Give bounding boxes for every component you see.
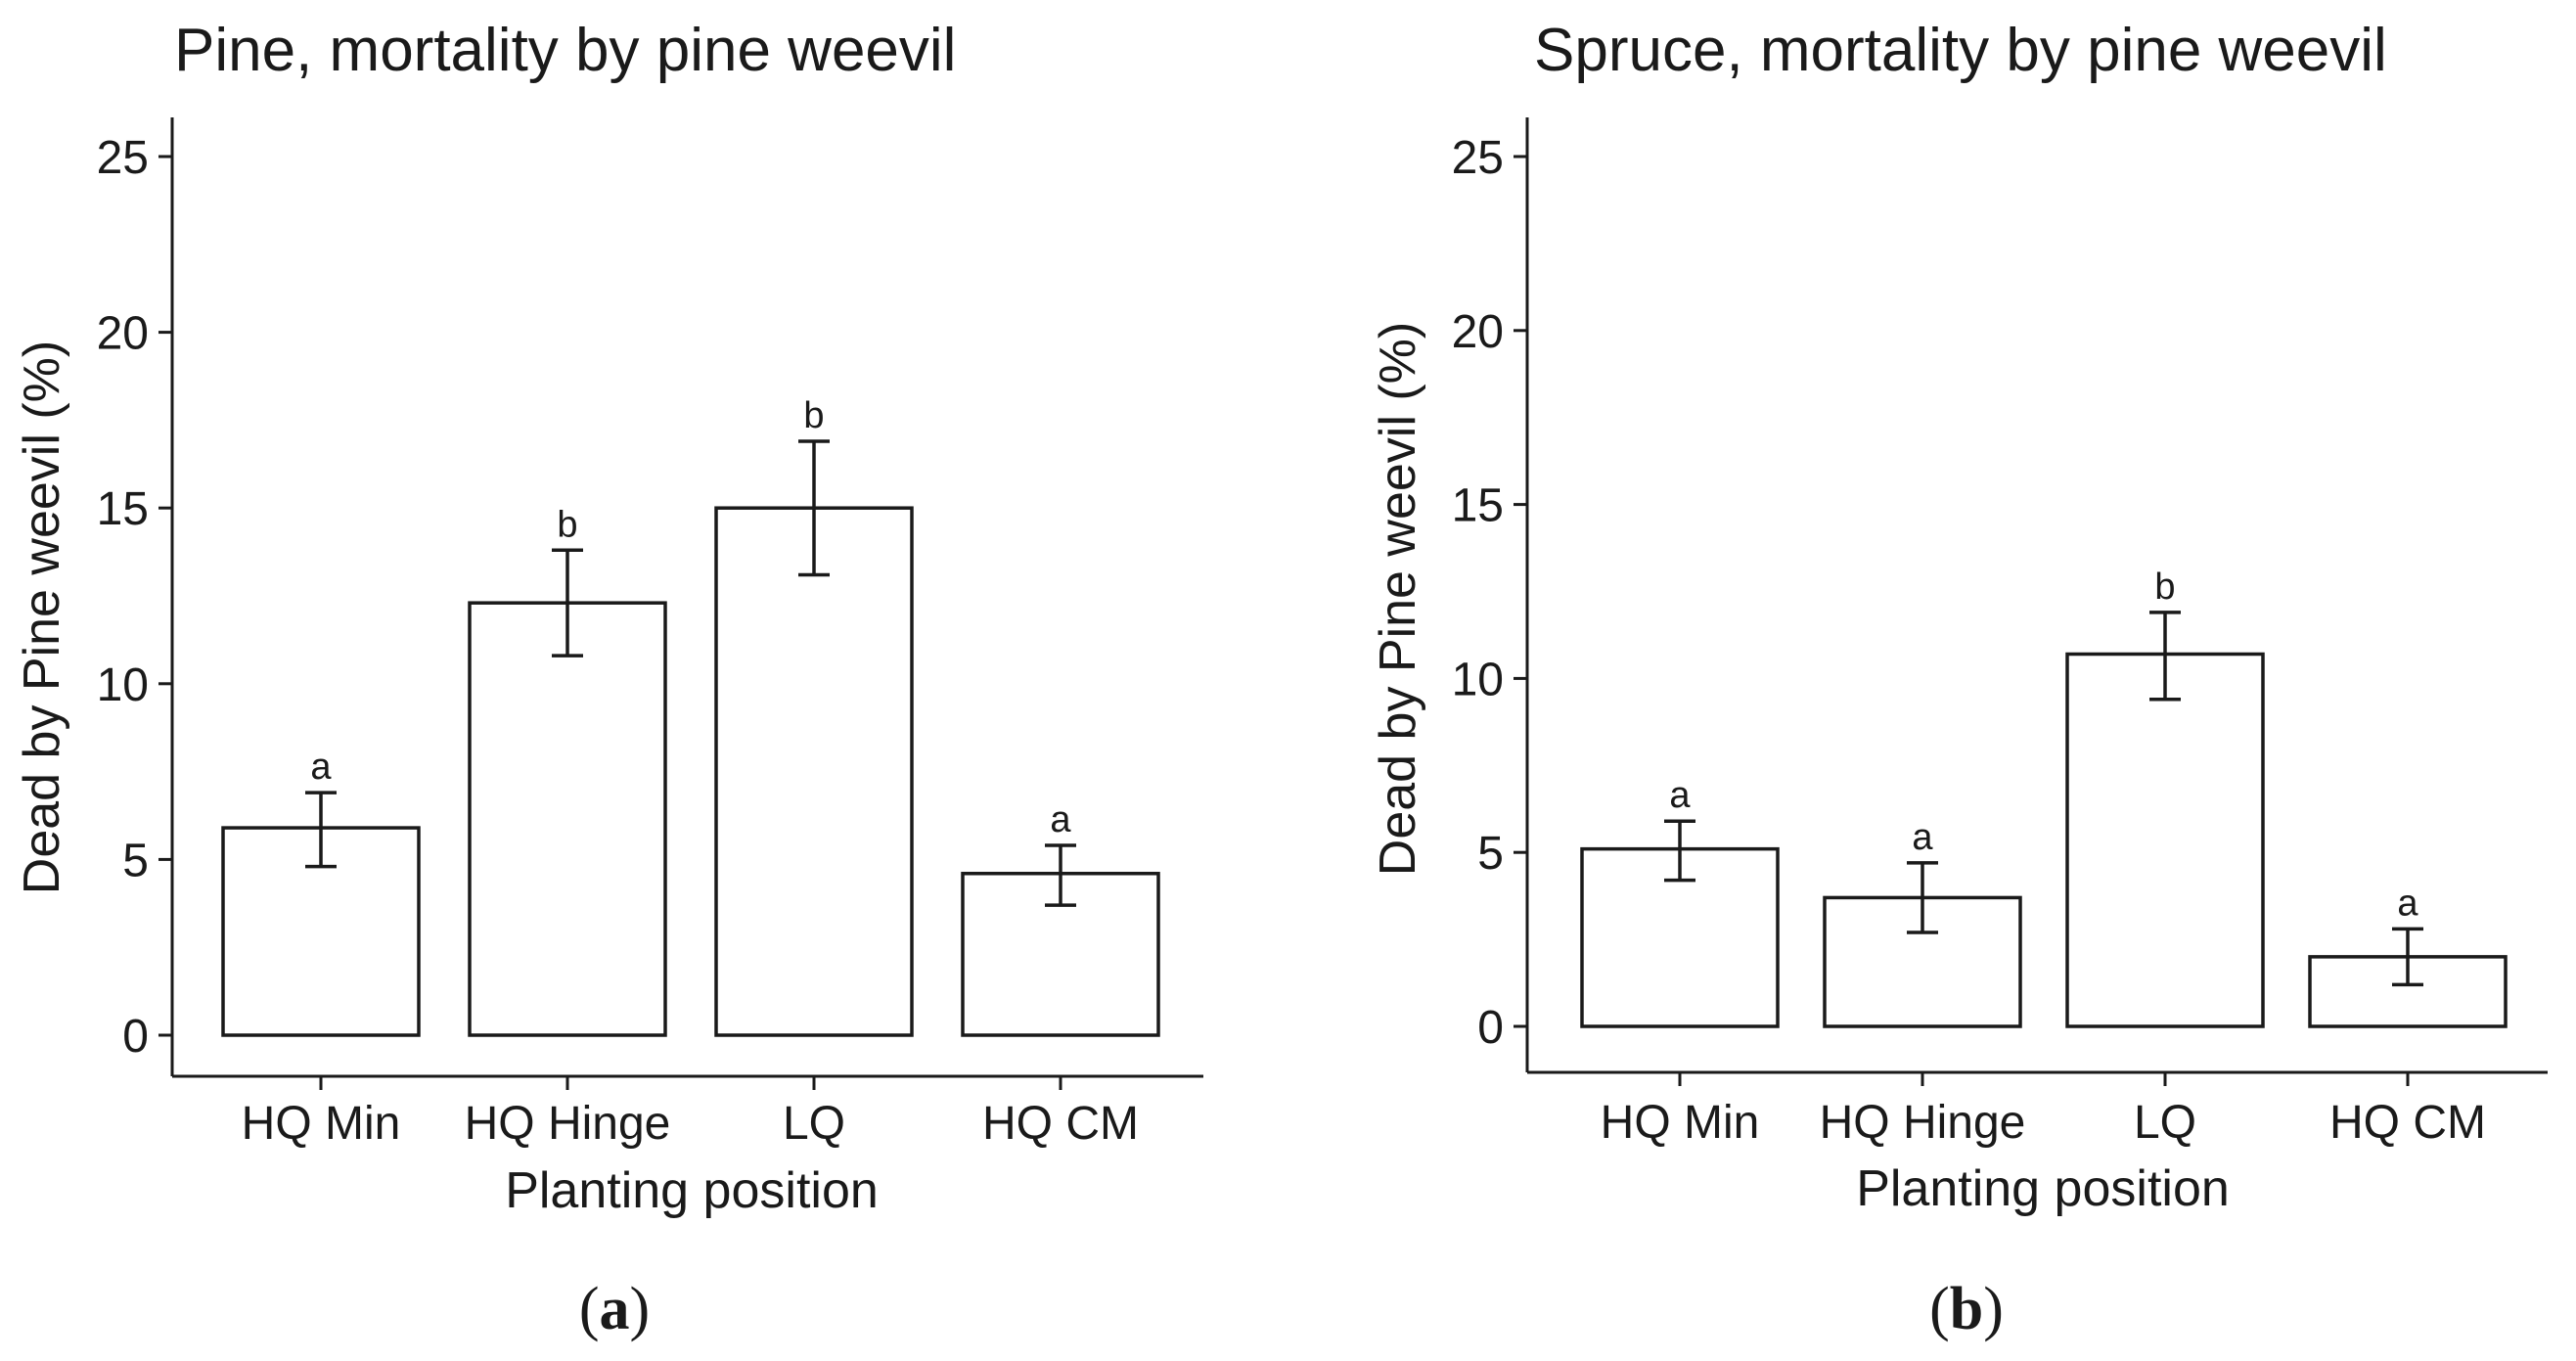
x-tick-label: HQ Hinge	[1820, 1097, 2026, 1149]
y-tick-label: 5	[1477, 828, 1504, 880]
y-tick-label: 15	[1452, 480, 1504, 532]
y-tick-label: 20	[1452, 306, 1504, 358]
chart-title: Pine, mortality by pine weevil	[174, 17, 956, 84]
plot-area: 0 5 10 15 20 25 a HQ Min b HQ Hinge b LQ a HQ CM	[97, 117, 1203, 1150]
significance-label: b	[557, 504, 577, 545]
y-tick-label: 10	[1452, 654, 1504, 705]
x-tick-label: HQ Min	[242, 1098, 401, 1150]
significance-label: b	[2154, 567, 2175, 608]
y-tick-label: 25	[97, 132, 149, 184]
significance-label: a	[1669, 775, 1691, 816]
significance-label: a	[1050, 799, 1071, 840]
y-tick-label: 15	[97, 483, 149, 535]
bar	[1823, 895, 2022, 1028]
plot-area: 0 5 10 15 20 25 a HQ Min a HQ Hinge b LQ a HQ CM	[1452, 117, 2548, 1149]
bar	[468, 601, 667, 1037]
significance-label: a	[1912, 817, 1933, 858]
x-tick-label: HQ CM	[2329, 1097, 2486, 1149]
y-tick-label: 0	[122, 1011, 149, 1063]
significance-label: a	[310, 747, 332, 788]
bar	[714, 506, 914, 1037]
y-tick-label: 5	[122, 835, 149, 886]
x-axis-label: Planting position	[1856, 1160, 2230, 1217]
panel-b-spruce-chart: Spruce, mortality by pine weevil 0 5 10 15 2…	[1370, 17, 2548, 1342]
panel-caption: (a)	[579, 1276, 650, 1342]
x-tick-label: LQ	[2134, 1097, 2196, 1149]
x-axis-label: Planting position	[505, 1162, 879, 1219]
y-tick-label: 0	[1477, 1002, 1504, 1054]
chart-title: Spruce, mortality by pine weevil	[1534, 17, 2387, 84]
y-tick-label: 10	[97, 659, 149, 711]
significance-label: a	[2397, 883, 2418, 924]
panel-caption: (b)	[1929, 1276, 2004, 1342]
x-tick-label: HQ Min	[1601, 1097, 1760, 1149]
y-tick-label: 25	[1452, 132, 1504, 184]
x-tick-label: LQ	[783, 1098, 845, 1150]
x-tick-label: HQ CM	[982, 1098, 1139, 1150]
significance-label: b	[803, 395, 824, 436]
y-tick-label: 20	[97, 308, 149, 360]
panel-a-pine-chart: Pine, mortality by pine weevil 0 5 10 15 20 2…	[14, 17, 1203, 1342]
bar	[2065, 652, 2265, 1028]
y-axis-label: Dead by Pine weevil (%)	[1370, 322, 1426, 876]
x-tick-label: HQ Hinge	[465, 1098, 671, 1150]
y-axis-label: Dead by Pine weevil (%)	[14, 340, 70, 894]
